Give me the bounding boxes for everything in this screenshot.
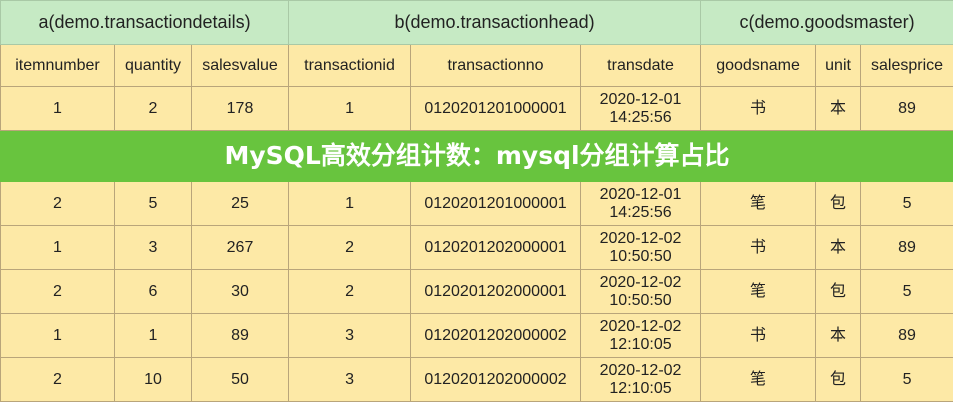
column-header: transactionid (289, 45, 411, 87)
table-cell: 3 (289, 314, 411, 358)
table-cell: 0120201202000001 (411, 270, 581, 314)
table-cell: 1 (289, 87, 411, 131)
table-cell: 2 (289, 270, 411, 314)
column-header: unit (816, 45, 861, 87)
group-header: a(demo.transactiondetails) (1, 1, 289, 45)
column-header: itemnumber (1, 45, 115, 87)
table-cell: 2020-12-02 10:50:50 (581, 226, 701, 270)
table-cell: 本 (816, 87, 861, 131)
table-cell: 书 (701, 226, 816, 270)
table-cell: 2 (115, 87, 192, 131)
table-cell: 3 (289, 358, 411, 402)
banner-title: MySQL高效分组计数：mysql分组计算占比 (225, 141, 730, 170)
table-cell: 笔 (701, 270, 816, 314)
table-cell: 2020-12-01 14:25:56 (581, 87, 701, 131)
table-cell: 2020-12-01 14:25:56 (581, 182, 701, 226)
table-cell: 3 (115, 226, 192, 270)
table-cell: 0120201201000001 (411, 182, 581, 226)
table-cell: 5 (861, 358, 953, 402)
table-cell: 2 (1, 270, 115, 314)
table-cell: 2 (1, 182, 115, 226)
table-cell: 1 (115, 314, 192, 358)
column-header: salesprice (861, 45, 953, 87)
table-cell: 1 (1, 87, 115, 131)
table-cell: 30 (192, 270, 289, 314)
table-cell: 0120201202000002 (411, 314, 581, 358)
table-cell: 1 (1, 226, 115, 270)
table-cell: 1 (289, 182, 411, 226)
column-header: transdate (581, 45, 701, 87)
title-banner: MySQL高效分组计数：mysql分组计算占比 (1, 131, 953, 182)
column-header: salesvalue (192, 45, 289, 87)
table-cell: 89 (861, 314, 953, 358)
table-cell: 5 (115, 182, 192, 226)
table-cell: 267 (192, 226, 289, 270)
table-cell: 0120201202000002 (411, 358, 581, 402)
table-cell: 5 (861, 270, 953, 314)
table-cell: 笔 (701, 358, 816, 402)
table-cell: 1 (1, 314, 115, 358)
table-cell: 2020-12-02 12:10:05 (581, 358, 701, 402)
table-cell: 2 (1, 358, 115, 402)
table-cell: 89 (192, 314, 289, 358)
table-cell: 50 (192, 358, 289, 402)
table-cell: 本 (816, 314, 861, 358)
table-cell: 5 (861, 182, 953, 226)
table-cell: 包 (816, 358, 861, 402)
table-cell: 178 (192, 87, 289, 131)
table-cell: 笔 (701, 182, 816, 226)
table-cell: 25 (192, 182, 289, 226)
group-header: c(demo.goodsmaster) (701, 1, 953, 45)
table-cell: 2 (289, 226, 411, 270)
table-cell: 6 (115, 270, 192, 314)
table-cell: 0120201201000001 (411, 87, 581, 131)
table-cell: 89 (861, 87, 953, 131)
table-cell: 2020-12-02 10:50:50 (581, 270, 701, 314)
table-cell: 0120201202000001 (411, 226, 581, 270)
table-cell: 89 (861, 226, 953, 270)
table-cell: 包 (816, 182, 861, 226)
column-header: quantity (115, 45, 192, 87)
group-header: b(demo.transactionhead) (289, 1, 701, 45)
table-cell: 10 (115, 358, 192, 402)
table-cell: 本 (816, 226, 861, 270)
banner-cell: MySQL高效分组计数：mysql分组计算占比 (1, 131, 953, 182)
column-header: transactionno (411, 45, 581, 87)
table-cell: 包 (816, 270, 861, 314)
column-header: goodsname (701, 45, 816, 87)
table-cell: 书 (701, 314, 816, 358)
table-cell: 书 (701, 87, 816, 131)
table-cell: 2020-12-02 12:10:05 (581, 314, 701, 358)
